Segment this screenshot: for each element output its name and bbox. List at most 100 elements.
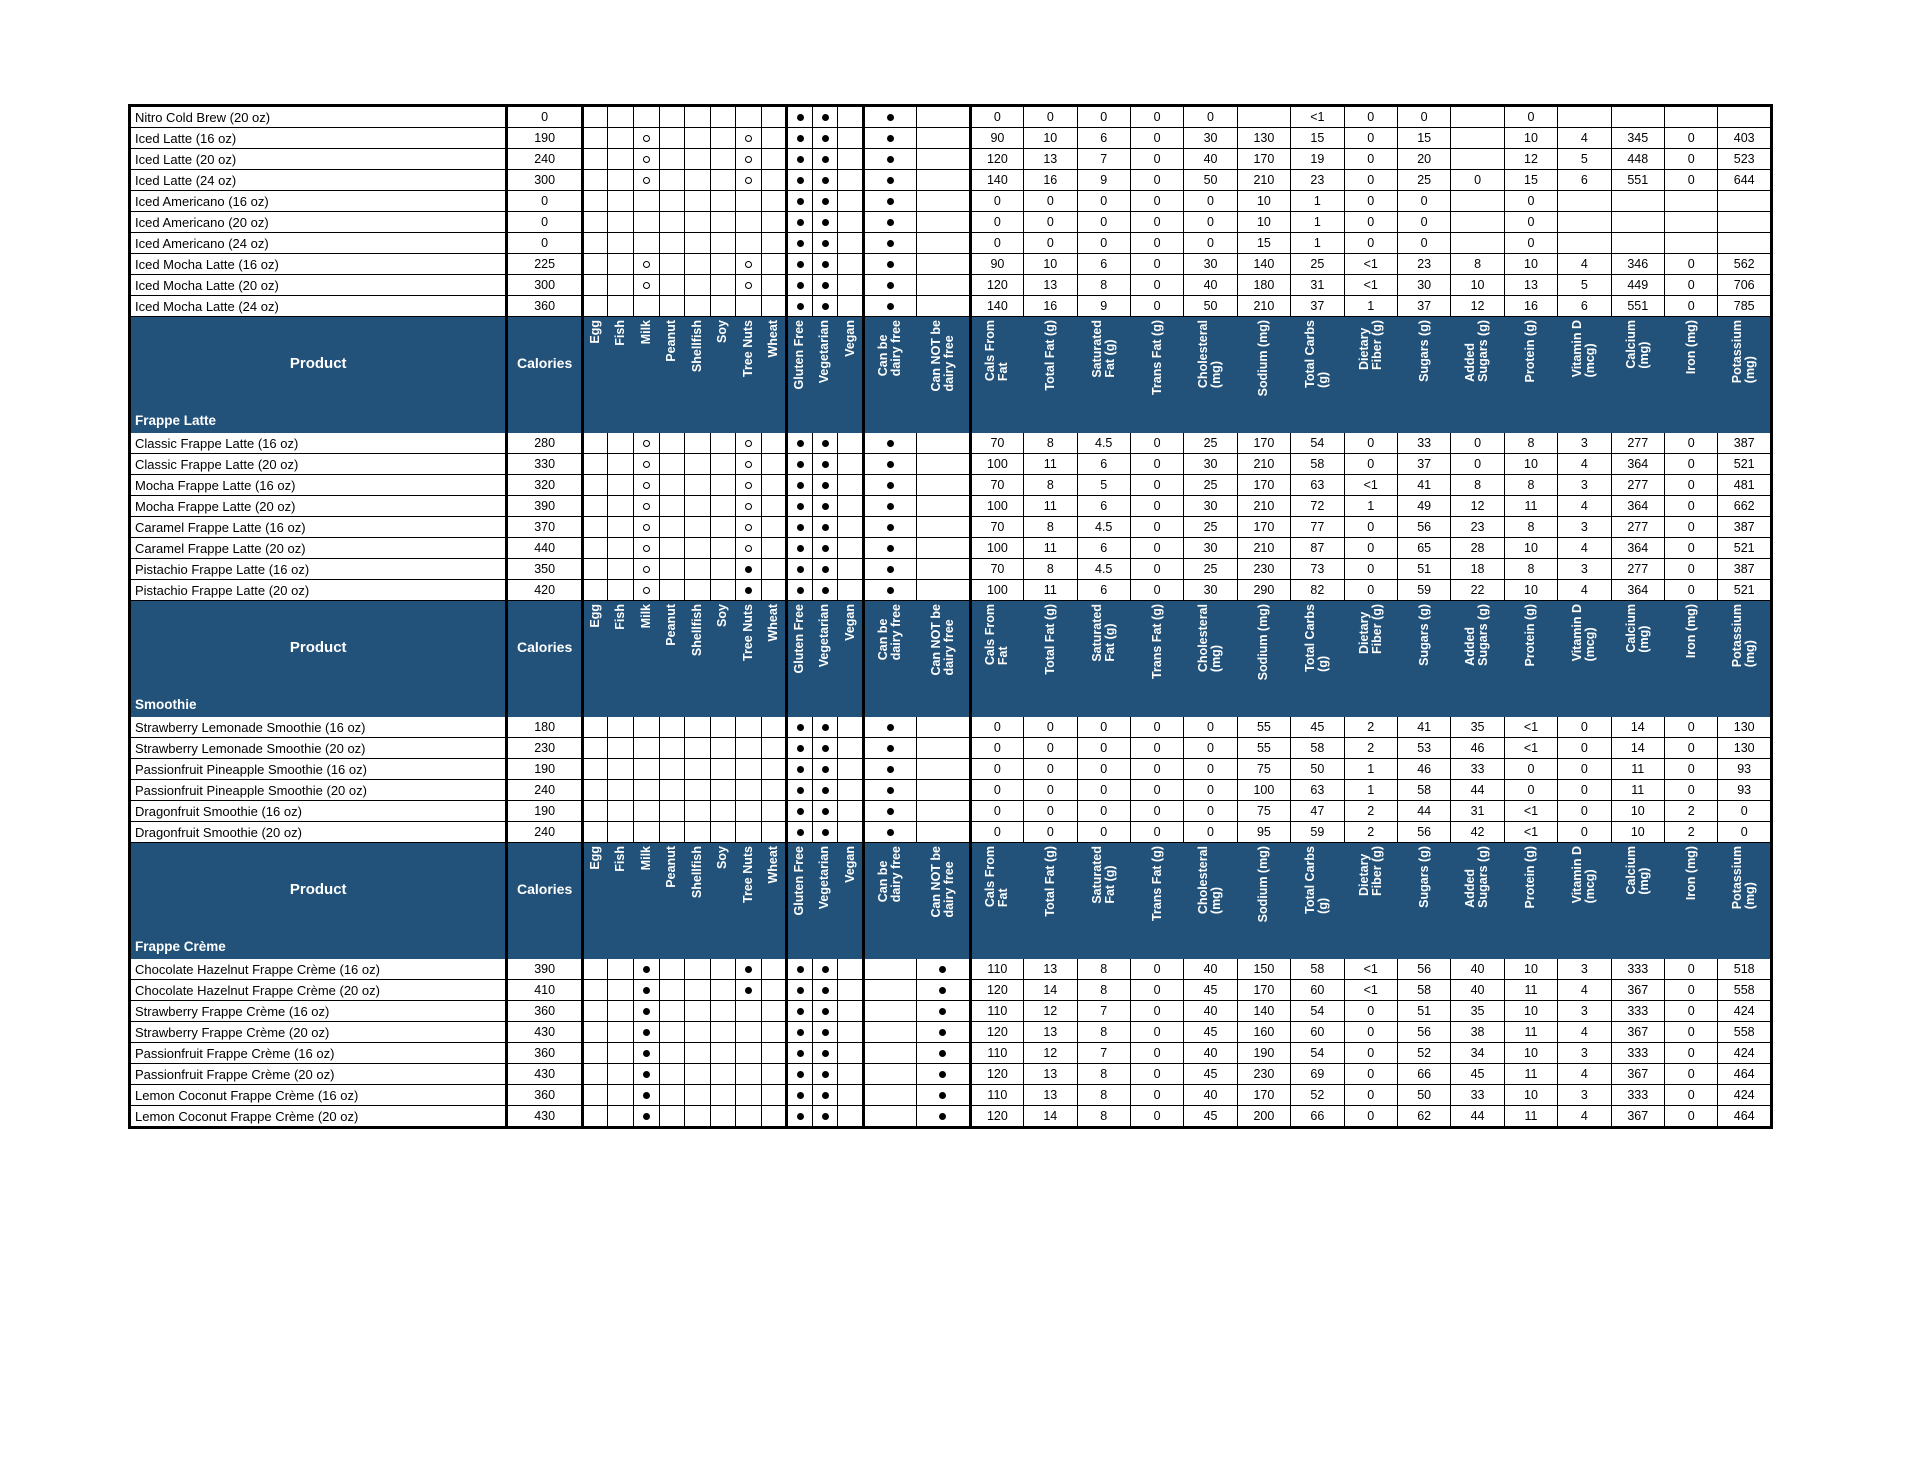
cell-nutrient-protein-g: 11 — [1503, 1021, 1559, 1043]
cell-nutrient-vitamin-d-mcg: 3 — [1557, 1084, 1612, 1106]
cell-nutrient-trans-fat-g: 0 — [1129, 148, 1185, 170]
column-header-label: Gluten Free — [792, 320, 807, 390]
cell-allergen-fish — [607, 558, 634, 580]
table-row: Mocha Frappe Latte (20 oz) 390 100 11 6 0 30 21… — [127, 495, 1773, 517]
cell-diet-vegetarian — [811, 579, 839, 601]
cell-diet-vegetarian — [811, 474, 839, 496]
column-header-label: Iron (mg) — [1683, 846, 1698, 901]
cell-nutrient-protein-g: 11 — [1503, 1063, 1559, 1085]
table-row: Lemon Coconut Frappe Crème (16 oz) 360 110… — [127, 1084, 1773, 1106]
cell-allergen-wheat — [760, 579, 788, 601]
cell-allergen-shellfish — [684, 716, 711, 738]
column-header-label: Cals From Fat — [983, 604, 1011, 666]
cell-nutrient-protein-g: 8 — [1503, 432, 1559, 454]
cell-allergen-shellfish — [684, 758, 711, 780]
cell-allergen-wheat — [760, 716, 788, 738]
cell-allergen-egg — [580, 127, 609, 149]
column-header-nutrient-dietary-fiber-g: Dietary Fiber (g) — [1343, 600, 1398, 694]
cell-allergen-wheat — [760, 1000, 788, 1022]
cell-nutrient-cals-from-fat: 0 — [968, 737, 1025, 759]
cell-diet-vegetarian — [811, 716, 839, 738]
cell-allergen-peanut — [658, 516, 686, 538]
cell-nutrient-potassium-mg: 662 — [1717, 495, 1773, 517]
cell-nutrient-saturated-fat-g: 6 — [1076, 453, 1131, 475]
cell-dairy-can-be-dairy-free — [861, 1063, 918, 1085]
column-header-nutrient-total-carbs-g: Total Carbs (g) — [1290, 600, 1345, 694]
cell-nutrient-dietary-fiber-g: 2 — [1343, 737, 1398, 759]
cell-nutrient-cals-from-fat: 70 — [968, 432, 1025, 454]
cell-nutrient-iron-mg: 0 — [1663, 295, 1719, 317]
cell-diet-gluten-free — [785, 979, 813, 1001]
cell-nutrient-dietary-fiber-g: 0 — [1343, 558, 1398, 580]
cell-nutrient-vitamin-d-mcg: 0 — [1557, 821, 1612, 843]
cell-allergen-milk — [632, 211, 660, 233]
cell-allergen-shellfish — [684, 190, 711, 212]
table-row: Pistachio Frappe Latte (16 oz) 350 70 8 4.5 0… — [127, 558, 1773, 580]
cell-diet-vegetarian — [811, 1042, 839, 1064]
cell-nutrient-sodium-mg: 95 — [1236, 821, 1292, 843]
cell-nutrient-total-fat-g: 16 — [1023, 169, 1078, 191]
cell-nutrient-cholesteral-mg: 0 — [1183, 190, 1238, 212]
cell-nutrient-cals-from-fat: 140 — [968, 169, 1025, 191]
column-header-nutrient-trans-fat-g: Trans Fat (g) — [1129, 600, 1185, 694]
cell-nutrient-potassium-mg: 521 — [1717, 537, 1773, 559]
cell-allergen-tree-nuts — [735, 190, 762, 212]
cell-nutrient-dietary-fiber-g: 2 — [1343, 800, 1398, 822]
column-header-label: Saturated Fat (g) — [1089, 320, 1117, 378]
cell-nutrient-sodium-mg: 210 — [1236, 453, 1292, 475]
cell-allergen-wheat — [760, 295, 788, 317]
cell-diet-vegan — [837, 127, 864, 149]
cell-nutrient-dietary-fiber-g: 2 — [1343, 716, 1398, 738]
cell-diet-vegan — [837, 295, 864, 317]
cell-nutrient-protein-g: 10 — [1503, 253, 1559, 275]
cell-dairy-can-not-be-dairy-free — [916, 211, 971, 233]
column-header-label: Milk — [638, 320, 653, 345]
cell-allergen-egg — [580, 1105, 609, 1129]
cell-allergen-milk — [632, 1105, 660, 1129]
cell-diet-gluten-free — [785, 516, 813, 538]
cell-allergen-peanut — [658, 779, 686, 801]
cell-allergen-fish — [607, 127, 634, 149]
cell-allergen-wheat — [760, 148, 788, 170]
cell-allergen-milk — [632, 737, 660, 759]
column-header-nutrient-iron-mg: Iron (mg) — [1663, 316, 1719, 410]
column-header-dairy-can-be-dairy-free: Can be dairy free — [861, 842, 918, 936]
cell-nutrient-calcium-mg: 364 — [1610, 453, 1665, 475]
cell-nutrient-sodium-mg — [1236, 104, 1292, 128]
cell-nutrient-sugars-g: 0 — [1396, 232, 1452, 254]
cell-allergen-milk — [632, 453, 660, 475]
cell-dairy-can-not-be-dairy-free — [916, 453, 971, 475]
cell-allergen-tree-nuts — [735, 758, 762, 780]
cell-nutrient-saturated-fat-g: 6 — [1076, 537, 1131, 559]
cell-nutrient-saturated-fat-g: 6 — [1076, 579, 1131, 601]
cell-nutrient-trans-fat-g: 0 — [1129, 516, 1185, 538]
cell-nutrient-added-sugars-g: 8 — [1450, 253, 1505, 275]
cell-allergen-fish — [607, 1084, 634, 1106]
cell-nutrient-vitamin-d-mcg: 3 — [1557, 432, 1612, 454]
cell-nutrient-potassium-mg: 387 — [1717, 516, 1773, 538]
cell-allergen-fish — [607, 495, 634, 517]
cell-allergen-shellfish — [684, 779, 711, 801]
cell-nutrient-total-carbs-g: <1 — [1290, 104, 1345, 128]
cell-nutrient-vitamin-d-mcg — [1557, 190, 1612, 212]
cell-allergen-soy — [709, 432, 737, 454]
column-header-allergen-peanut: Peanut — [658, 600, 686, 694]
cell-allergen-shellfish — [684, 453, 711, 475]
cell-dairy-can-be-dairy-free — [861, 495, 918, 517]
cell-allergen-peanut — [658, 253, 686, 275]
cell-allergen-wheat — [760, 758, 788, 780]
cell-diet-gluten-free — [785, 253, 813, 275]
cell-allergen-wheat — [760, 516, 788, 538]
cell-nutrient-vitamin-d-mcg: 4 — [1557, 579, 1612, 601]
cell-nutrient-protein-g: <1 — [1503, 716, 1559, 738]
cell-diet-gluten-free — [785, 779, 813, 801]
cell-nutrient-total-fat-g: 0 — [1023, 800, 1078, 822]
cell-nutrient-sodium-mg: 75 — [1236, 800, 1292, 822]
cell-diet-gluten-free — [785, 1063, 813, 1085]
cell-dairy-can-not-be-dairy-free — [916, 295, 971, 317]
cell-product-name: Iced Latte (16 oz) — [127, 127, 508, 149]
cell-nutrient-calcium-mg — [1610, 104, 1665, 128]
cell-nutrient-potassium-mg: 562 — [1717, 253, 1773, 275]
cell-nutrient-iron-mg: 0 — [1663, 1042, 1719, 1064]
cell-nutrient-cholesteral-mg: 30 — [1183, 495, 1238, 517]
